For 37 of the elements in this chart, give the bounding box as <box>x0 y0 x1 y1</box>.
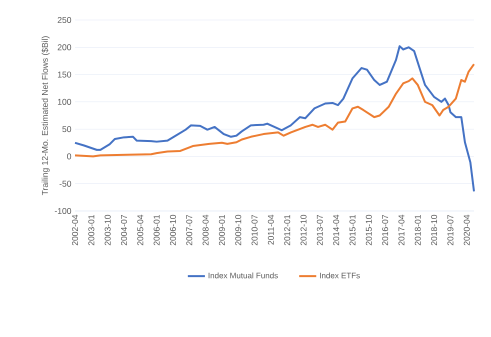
y-tick-label: 150 <box>58 72 72 78</box>
y-tick-label: 250 <box>58 17 72 24</box>
x-tick-label: 2010-07 <box>252 214 258 246</box>
x-tick-label: 2015-10 <box>366 214 372 246</box>
x-tick-label: 2004-07 <box>120 214 127 246</box>
x-tick-label: 2019-07 <box>447 214 454 246</box>
y-tick-label: -50 <box>60 180 72 187</box>
x-tick-label: 2003-10 <box>104 214 111 246</box>
y-tick-label: -100 <box>54 208 72 214</box>
x-tick-label: 2017-04 <box>398 214 404 246</box>
y-tick-label: 200 <box>58 44 72 50</box>
x-tick-label: 2014-04 <box>333 214 340 246</box>
x-tick-label: 2009-10 <box>235 214 242 246</box>
legend-label: Index Mutual Funds <box>208 272 278 278</box>
x-tick-label: 2011-04 <box>268 214 274 245</box>
x-tick-label: 2018-10 <box>431 214 438 246</box>
x-tick-label: 2020-04 <box>464 214 470 246</box>
x-tick-label: 2013-07 <box>316 214 323 246</box>
x-tick-label: 2007-07 <box>186 214 192 246</box>
y-axis-title: Trailing 12-Mo. Estimated Net Flows ($Bil) <box>42 36 50 196</box>
x-tick-label: 2005-04 <box>137 214 144 246</box>
line-series <box>74 63 475 158</box>
legend-label: Index ETFs <box>320 272 360 278</box>
x-tick-label: 2016-07 <box>382 214 388 246</box>
x-tick-label: 2009-01 <box>218 214 225 246</box>
x-tick-label: 2002-04 <box>72 214 78 246</box>
x-tick-label: 2015-01 <box>349 214 356 246</box>
x-tick-label: 2006-10 <box>170 214 176 246</box>
x-tick-label: 2003-01 <box>88 214 94 246</box>
y-tick-label: 100 <box>58 98 72 105</box>
y-tick-label: 0 <box>67 153 72 160</box>
x-tick-label: 2018-01 <box>414 214 421 246</box>
x-tick-label: 2012-10 <box>300 214 307 246</box>
x-tick-label: 2006-01 <box>154 214 160 246</box>
x-tick-label: 2012-01 <box>284 214 290 246</box>
x-tick-label: 2008-04 <box>202 214 209 246</box>
y-tick-label: 50 <box>62 126 72 132</box>
